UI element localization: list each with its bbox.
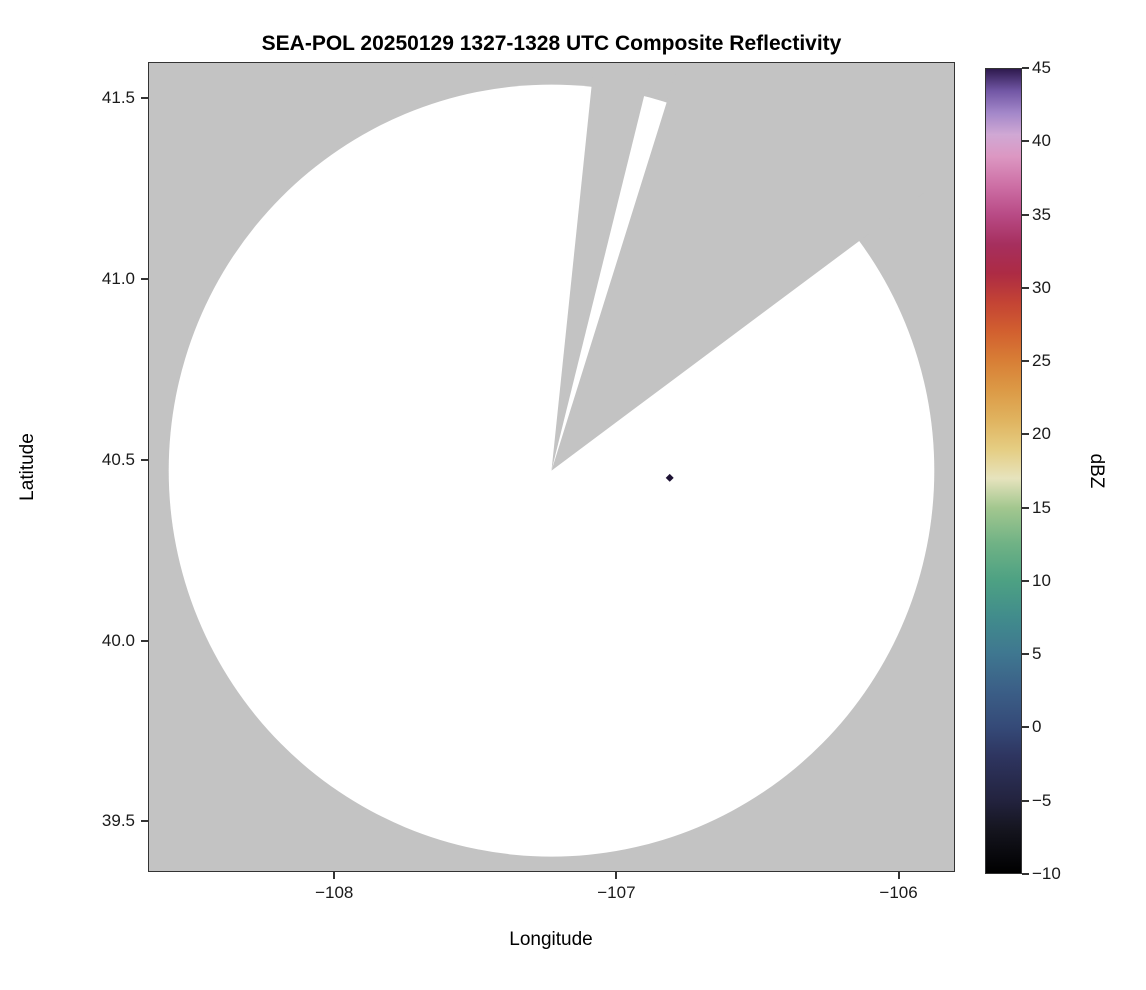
colorbar-tick-mark: [1022, 433, 1029, 436]
y-tick-label: 41.5: [101, 88, 135, 108]
plot-area: [148, 62, 955, 872]
y-tick-mark: [141, 458, 148, 461]
chart-title: SEA-POL 20250129 1327-1328 UTC Composite…: [261, 32, 842, 55]
colorbar-tick-mark: [1022, 360, 1029, 363]
y-tick-mark: [141, 277, 148, 280]
y-tick-mark: [141, 639, 148, 642]
x-tick-mark: [615, 872, 618, 879]
y-tick-label: 39.5: [101, 811, 135, 831]
y-tick-label: 40.0: [101, 630, 135, 650]
colorbar-tick-label: 15: [1032, 497, 1051, 517]
colorbar-tick-label: 40: [1032, 131, 1051, 151]
colorbar-tick-label: −5: [1032, 790, 1052, 810]
colorbar-tick-mark: [1022, 799, 1029, 802]
x-tick-label: −106: [879, 883, 918, 902]
colorbar-tick-label: 10: [1032, 570, 1051, 590]
colorbar-tick-label: 25: [1032, 351, 1051, 371]
colorbar-tick-mark: [1022, 873, 1029, 875]
x-tick-mark: [897, 872, 900, 879]
x-tick-label: −107: [597, 883, 636, 902]
colorbar-tick-mark: [1022, 140, 1029, 143]
x-tick-label: −108: [315, 883, 354, 902]
colorbar-tick-mark: [1022, 286, 1029, 289]
blocked-sector: [551, 63, 954, 471]
colorbar: [985, 68, 1022, 874]
x-axis-label: Longitude: [509, 929, 593, 950]
colorbar-tick-label: 35: [1032, 204, 1051, 224]
colorbar-tick-label: 45: [1032, 58, 1051, 77]
colorbar-tick-label: 5: [1032, 644, 1042, 664]
colorbar-tick-mark: [1022, 726, 1029, 729]
colorbar-tick-mark: [1022, 67, 1029, 69]
colorbar-tick-label: 30: [1032, 277, 1051, 297]
colorbar-tick-label: 20: [1032, 424, 1051, 444]
colorbar-tick-mark: [1022, 506, 1029, 509]
colorbar-tick-mark: [1022, 213, 1029, 216]
colorbar-label: dBZ: [1086, 453, 1107, 489]
radar-scan-canvas: [168, 63, 954, 857]
colorbar-tick-mark: [1022, 579, 1029, 582]
y-tick-mark: [141, 97, 148, 100]
colorbar-tick-label: 0: [1032, 717, 1042, 737]
y-axis-label: Latitude: [17, 433, 38, 501]
x-tick-mark: [333, 872, 336, 879]
y-tick-mark: [141, 820, 148, 823]
y-tick-label: 40.5: [101, 449, 135, 469]
y-tick-label: 41.0: [101, 268, 135, 288]
colorbar-tick-mark: [1022, 653, 1029, 656]
colorbar-tick-label: −10: [1032, 864, 1061, 883]
